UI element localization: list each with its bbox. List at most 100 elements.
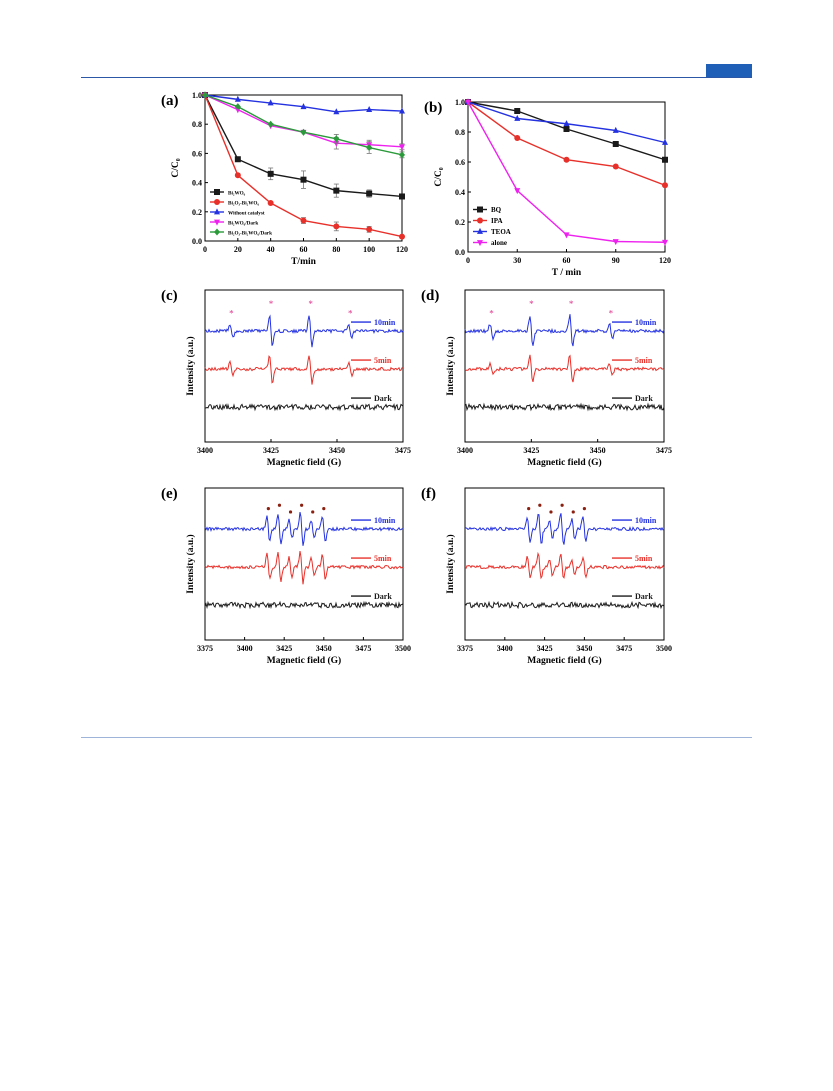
panel-label: (c) xyxy=(161,288,178,304)
y-axis-label: Intensity (a.u.) xyxy=(445,534,456,593)
x-tick-label: 120 xyxy=(659,256,671,265)
legend-label: IPA xyxy=(491,217,503,225)
x-tick-label: 3375 xyxy=(457,644,473,653)
legend-label: TEOA xyxy=(491,228,511,236)
peak-marker xyxy=(582,507,586,511)
plot-frame xyxy=(464,487,665,641)
x-tick-label: 3450 xyxy=(316,644,332,653)
legend-label: Bi₂O₃-Bi₂WO₆/Dark xyxy=(228,231,272,237)
data-point xyxy=(514,108,521,114)
y-tick-label: 1.0 xyxy=(192,91,202,100)
peak-marker xyxy=(311,510,315,514)
legend-label: Bi₂WO₆/Dark xyxy=(228,221,258,227)
panel-label: (e) xyxy=(161,486,178,502)
data-point xyxy=(267,200,274,207)
panel-label: (b) xyxy=(424,100,442,116)
data-point xyxy=(399,144,405,151)
peak-marker: * xyxy=(609,308,614,318)
spectrum-trace xyxy=(204,314,404,348)
legend-label: alone xyxy=(491,239,507,247)
x-tick-label: 40 xyxy=(267,245,275,254)
x-tick-label: 3400 xyxy=(197,446,213,455)
plot-frame xyxy=(204,487,404,641)
peak-marker: * xyxy=(269,299,274,309)
x-tick-label: 3400 xyxy=(497,644,513,653)
peak-marker xyxy=(560,503,564,507)
x-tick-label: 3425 xyxy=(263,446,279,455)
data-point xyxy=(612,141,619,147)
data-point xyxy=(612,163,619,170)
data-point xyxy=(234,107,241,114)
x-tick-label: 20 xyxy=(234,245,242,254)
series-line xyxy=(204,94,403,148)
peak-marker xyxy=(549,510,553,514)
x-tick-label: 3450 xyxy=(329,446,345,455)
legend-label: Bi₂O₃-Bi₂WO₆ xyxy=(228,201,259,207)
data-point xyxy=(333,135,340,143)
plot-frame xyxy=(204,289,404,443)
data-point xyxy=(300,103,307,110)
y-tick-label: 0.0 xyxy=(455,248,465,257)
x-axis-label: Magnetic field (G) xyxy=(527,655,601,666)
legend-marker xyxy=(214,208,220,215)
legend-marker xyxy=(477,240,483,247)
peak-marker: * xyxy=(569,299,574,309)
x-axis-label: Magnetic field (G) xyxy=(527,457,601,468)
data-point xyxy=(563,126,570,132)
legend-label: Bi₂WO₆ xyxy=(228,191,246,197)
data-point xyxy=(399,151,405,159)
legend-label: 10min xyxy=(635,318,657,327)
peak-marker: * xyxy=(489,308,494,318)
spectrum-trace xyxy=(204,600,404,610)
y-tick-label: 0.6 xyxy=(192,149,202,158)
data-point xyxy=(514,188,521,195)
data-point xyxy=(300,176,307,183)
peak-marker: * xyxy=(229,308,234,318)
x-tick-label: 0 xyxy=(203,245,207,254)
y-axis-label: Intensity (a.u.) xyxy=(185,534,196,593)
panel-label: (f) xyxy=(421,486,436,502)
x-tick-label: 3475 xyxy=(656,446,672,455)
x-tick-label: 30 xyxy=(513,256,521,265)
legend-label: 10min xyxy=(374,516,396,525)
data-point xyxy=(399,233,405,240)
spectrum-trace xyxy=(204,551,404,585)
chart-panel-e: (e) 3375 3400 3425 3450 3475 3500 Magnetic fiel… xyxy=(161,486,411,666)
chart-panel-a: (a) 0 20 40 60 80 100 120 0.0 0.2 0.4 0.6 0.8 1.0 T/mi… xyxy=(161,91,408,267)
panel-label: (a) xyxy=(161,93,179,109)
data-point xyxy=(366,226,373,233)
y-tick-label: 0.4 xyxy=(455,188,465,197)
data-point xyxy=(514,135,521,141)
spectrum-trace xyxy=(204,355,404,385)
x-tick-label: 3450 xyxy=(576,644,592,653)
data-point xyxy=(563,156,570,163)
peak-marker: * xyxy=(308,299,313,309)
data-point xyxy=(234,103,241,111)
data-point xyxy=(267,120,274,128)
y-tick-label: 1.0 xyxy=(455,98,465,107)
x-tick-label: 0 xyxy=(466,256,470,265)
data-point xyxy=(399,107,405,114)
data-point xyxy=(234,172,241,179)
chart-panel-b: (b) 0 30 60 90 120 0.0 0.2 0.4 0.6 0.8 1.0 T / min C/… xyxy=(424,98,671,278)
x-tick-label: 3400 xyxy=(457,446,473,455)
data-point xyxy=(662,138,668,145)
x-tick-label: 3500 xyxy=(656,644,672,653)
legend-marker xyxy=(477,206,483,213)
x-tick-label: 3475 xyxy=(616,644,632,653)
spectrum-trace xyxy=(464,402,665,412)
data-point xyxy=(563,120,570,127)
peak-marker xyxy=(322,507,326,511)
data-point xyxy=(563,232,570,239)
x-tick-label: 80 xyxy=(332,245,340,254)
data-point xyxy=(267,170,274,177)
spectrum-trace xyxy=(464,354,665,383)
spectrum-trace xyxy=(464,513,665,545)
peak-marker xyxy=(538,503,542,507)
x-axis-label: T/min xyxy=(291,257,317,267)
legend-label: Dark xyxy=(374,394,392,403)
legend-marker xyxy=(214,228,220,236)
legend-label: Dark xyxy=(635,394,653,403)
legend-marker xyxy=(214,189,220,195)
legend-label: 5min xyxy=(374,554,392,563)
